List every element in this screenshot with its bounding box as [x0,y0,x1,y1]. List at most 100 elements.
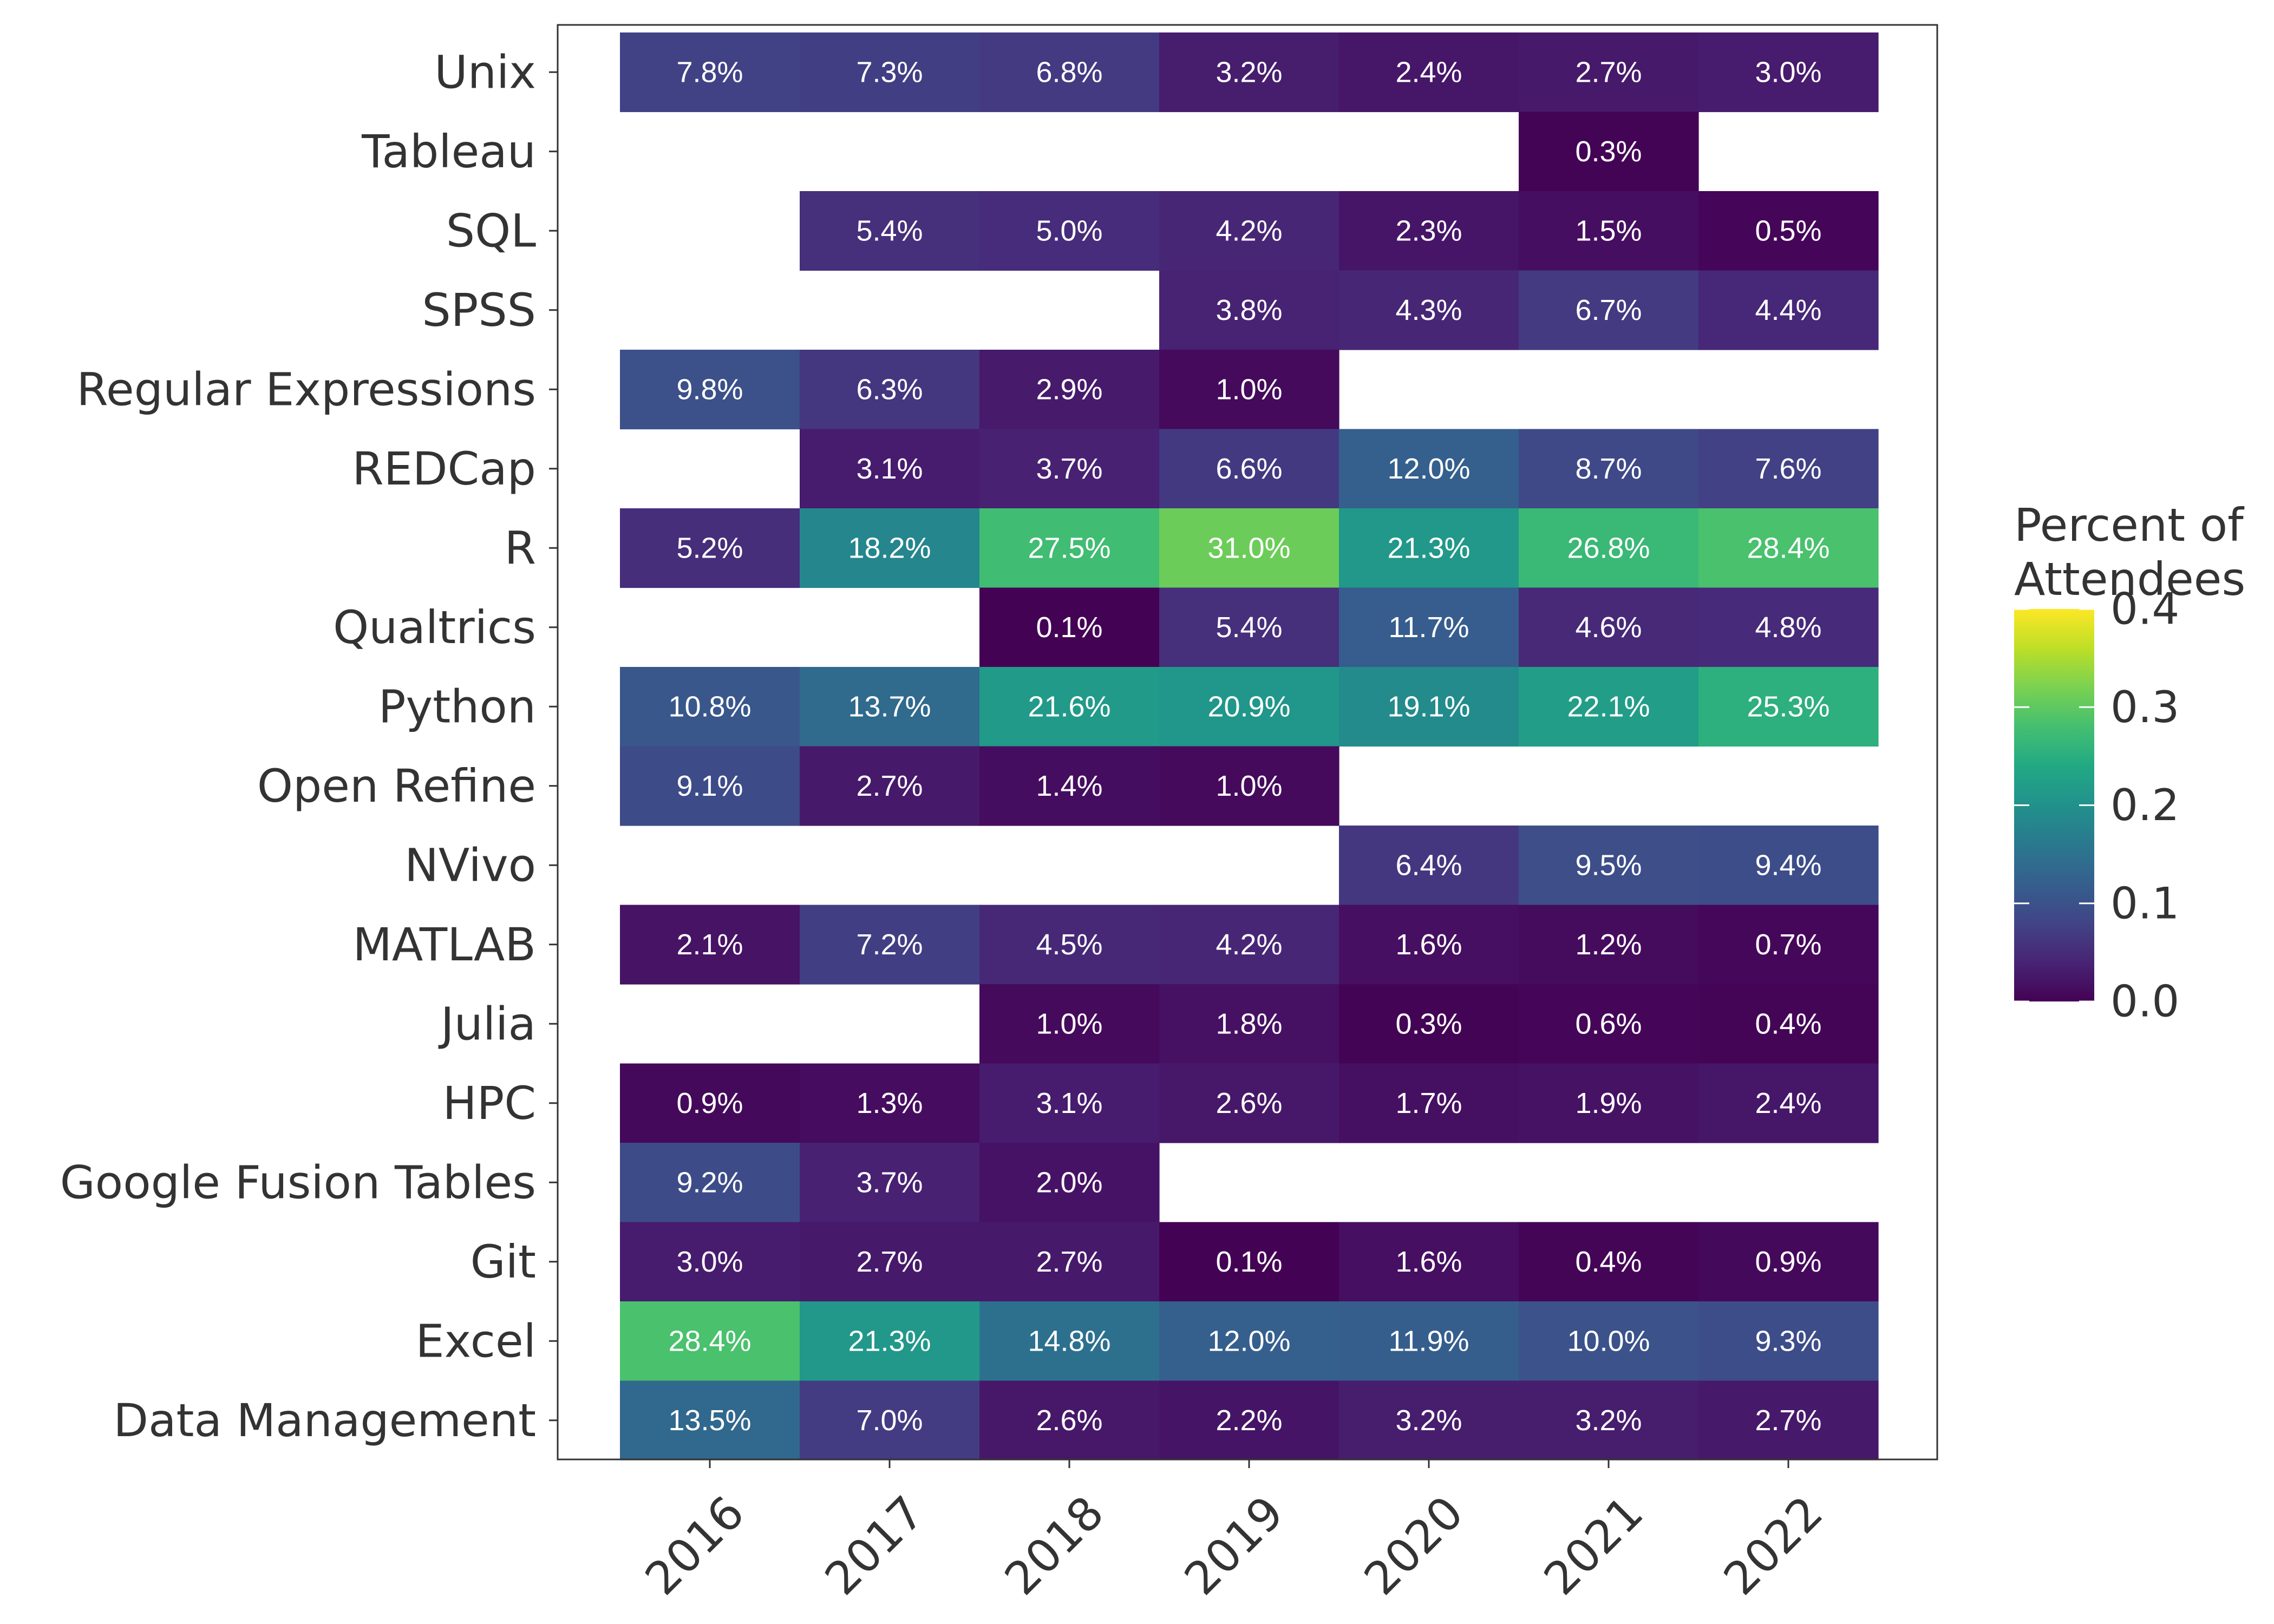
heatmap-cell-hpc-2017 [800,1063,980,1143]
heatmap-cell-r-2017 [800,508,980,588]
cell-label-excel-2020: 11.9% [1388,1325,1469,1357]
cell-label-excel-2018: 14.8% [1028,1325,1110,1357]
cell-label-redcap-2020: 12.0% [1387,453,1470,485]
heatmap-cell-hpc-2021 [1519,1063,1699,1143]
heatmap-cell-open-refine-2019 [1159,746,1339,826]
cell-label-r-2016: 5.2% [676,532,743,564]
colorbar-tick-label-3: 0.3 [2110,682,2179,732]
heatmap-cell-google-fusion-tables-2018 [979,1143,1160,1223]
cell-label-sql-2019: 4.2% [1216,214,1282,247]
colorbar-tick-label-1: 0.1 [2110,878,2179,928]
cell-label-sql-2018: 5.0% [1036,214,1102,247]
cell-label-hpc-2021: 1.9% [1575,1087,1642,1119]
y-tick-label-git: Git [471,1235,536,1288]
cell-label-data-management-2022: 2.7% [1755,1404,1821,1437]
cell-label-git-2017: 2.7% [856,1246,923,1278]
heatmap-cell-matlab-2019 [1159,905,1339,985]
x-tick-label-2019: 2019 [1174,1486,1293,1605]
cell-label-regular-expressions-2016: 9.8% [676,373,743,405]
cell-label-r-2022: 28.4% [1747,532,1829,564]
cell-label-regular-expressions-2018: 2.9% [1036,373,1102,405]
heatmap-cell-julia-2021 [1519,984,1699,1064]
heatmap-cell-data-management-2022 [1698,1380,1879,1461]
heatmap-cell-data-management-2021 [1519,1380,1699,1461]
heatmap-cell-git-2016 [620,1222,800,1302]
cell-label-qualtrics-2019: 5.4% [1216,611,1282,644]
cell-label-sql-2020: 2.3% [1395,214,1462,247]
heatmap-cell-excel-2020 [1339,1301,1519,1381]
heatmap-cell-python-2022 [1698,667,1879,747]
cell-label-open-refine-2016: 9.1% [676,770,743,802]
heatmap-cell-python-2018 [979,667,1160,747]
cell-label-sql-2022: 0.5% [1755,214,1821,247]
heatmap-cell-regular-expressions-2016 [620,350,800,430]
heatmap-cell-sql-2018 [979,191,1160,271]
heatmap-cell-excel-2019 [1159,1301,1339,1381]
heatmap-cell-hpc-2022 [1698,1063,1879,1143]
heatmap-cell-julia-2020 [1339,984,1519,1064]
heatmap-cell-nvivo-2020 [1339,826,1519,906]
cell-label-r-2021: 26.8% [1567,532,1650,564]
heatmap-cell-r-2019 [1159,508,1339,588]
cell-label-spss-2021: 6.7% [1575,294,1642,326]
cell-label-python-2021: 22.1% [1567,690,1650,723]
heatmap-cell-qualtrics-2022 [1698,587,1879,667]
heatmap-cell-unix-2020 [1339,32,1519,113]
cell-label-julia-2022: 0.4% [1755,1007,1821,1040]
cell-label-git-2018: 2.7% [1036,1246,1102,1278]
cell-label-spss-2022: 4.4% [1755,294,1821,326]
heatmap-cell-open-refine-2017 [800,746,980,826]
heatmap-cell-unix-2018 [979,32,1160,113]
cell-label-excel-2016: 28.4% [668,1325,751,1357]
heatmap-cell-regular-expressions-2019 [1159,350,1339,430]
cell-label-unix-2020: 2.4% [1395,56,1462,88]
cell-label-python-2018: 21.6% [1028,690,1110,723]
heatmap-cell-unix-2022 [1698,32,1879,113]
heatmap-cell-redcap-2020 [1339,429,1519,509]
cell-label-google-fusion-tables-2018: 2.0% [1036,1166,1102,1199]
cell-label-data-management-2017: 7.0% [856,1404,923,1437]
cells-layer [620,32,1879,1461]
heatmap-cell-r-2018 [979,508,1160,588]
cell-label-excel-2019: 12.0% [1207,1325,1290,1357]
x-tick-label-2018: 2018 [995,1486,1114,1605]
heatmap-cell-unix-2019 [1159,32,1339,113]
cell-label-spss-2019: 3.8% [1216,294,1282,326]
y-tick-label-julia: Julia [438,997,536,1050]
cell-label-matlab-2020: 1.6% [1395,928,1462,961]
cell-label-hpc-2020: 1.7% [1395,1087,1462,1119]
cell-label-hpc-2022: 2.4% [1755,1087,1821,1119]
heatmap-cell-r-2021 [1519,508,1699,588]
heatmap-cell-unix-2017 [800,32,980,113]
heatmap-cell-python-2021 [1519,667,1699,747]
heatmap-cell-excel-2017 [800,1301,980,1381]
heatmap-cell-hpc-2020 [1339,1063,1519,1143]
heatmap-cell-qualtrics-2020 [1339,587,1519,667]
cell-label-hpc-2016: 0.9% [676,1087,743,1119]
heatmap-cell-unix-2016 [620,32,800,113]
cell-label-hpc-2018: 3.1% [1036,1087,1102,1119]
cell-label-julia-2019: 1.8% [1216,1007,1282,1040]
heatmap-cell-matlab-2020 [1339,905,1519,985]
heatmap-cell-matlab-2018 [979,905,1160,985]
heatmap-cell-julia-2022 [1698,984,1879,1064]
heatmap-cell-tableau-2021 [1519,112,1699,192]
heatmap-cell-open-refine-2016 [620,746,800,826]
cell-label-excel-2017: 21.3% [848,1325,931,1357]
cell-label-sql-2017: 5.4% [856,214,923,247]
cell-label-git-2019: 0.1% [1216,1246,1282,1278]
heatmap-cell-python-2017 [800,667,980,747]
heatmap-cell-excel-2016 [620,1301,800,1381]
cell-label-qualtrics-2020: 11.7% [1388,611,1469,644]
heatmap-cell-git-2017 [800,1222,980,1302]
cell-label-r-2018: 27.5% [1028,532,1110,564]
heatmap-cell-matlab-2017 [800,905,980,985]
cell-label-open-refine-2019: 1.0% [1216,770,1282,802]
cell-label-nvivo-2020: 6.4% [1395,849,1462,881]
cell-label-git-2016: 3.0% [676,1246,743,1278]
cell-label-julia-2020: 0.3% [1395,1007,1462,1040]
heatmap-cell-data-management-2016 [620,1380,800,1461]
y-tick-label-unix: Unix [434,45,536,99]
y-tick-label-sql: SQL [446,204,536,257]
